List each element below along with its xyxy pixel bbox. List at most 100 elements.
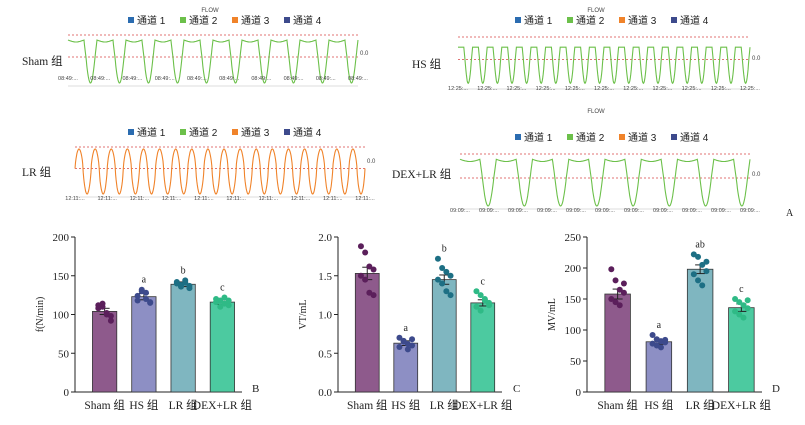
data-point	[443, 288, 450, 295]
data-point	[732, 308, 739, 315]
bar	[645, 341, 673, 393]
x-tick-label: 12:11:...	[291, 196, 311, 202]
data-point	[608, 266, 615, 273]
legend-swatch	[232, 17, 238, 23]
legend-swatch	[671, 134, 677, 140]
data-point	[736, 299, 743, 306]
y-tick-label: 200	[53, 232, 70, 244]
flow-value-label: 0.0	[752, 172, 761, 178]
data-point	[138, 286, 145, 293]
x-tick-label: Sham 组	[84, 398, 125, 412]
bar	[604, 293, 631, 393]
data-point	[620, 280, 627, 287]
data-point	[107, 317, 114, 324]
data-point	[134, 292, 141, 299]
bar	[686, 268, 714, 393]
x-tick-label: 09:09:...	[508, 208, 528, 214]
x-tick-label: 08:49:...	[122, 76, 142, 82]
x-tick-label: 08:49:...	[348, 76, 368, 82]
y-axis-label: VT/mL	[298, 300, 309, 330]
data-point	[99, 300, 106, 307]
data-point	[616, 302, 623, 309]
data-point	[142, 296, 149, 302]
flow-title: FLOW	[587, 8, 605, 14]
data-point	[396, 344, 403, 351]
data-point	[732, 296, 739, 302]
flow-panel: LR 组 通道 1 通道 2 通道 3 通道 4 0.0 12:11:... 12:11:..…	[22, 126, 376, 202]
legend-label: 通道 2	[576, 131, 605, 144]
significance-label: a	[657, 320, 662, 331]
x-tick-label: 09:09:...	[595, 208, 615, 214]
legend-swatch	[284, 129, 290, 135]
flow-group-label: DEX+LR 组	[392, 167, 452, 181]
x-tick-label: 12:11:...	[323, 196, 343, 202]
legend-label: 通道 4	[293, 14, 322, 27]
y-axis-label: MV/mL	[547, 298, 558, 331]
data-point	[744, 297, 751, 304]
x-tick-label: 08:49:...	[251, 76, 271, 82]
legend-swatch	[284, 17, 290, 23]
data-point	[213, 299, 220, 306]
data-point	[447, 292, 454, 299]
data-point	[695, 277, 702, 284]
x-tick-label: HS 组	[644, 398, 674, 412]
x-tick-label: 08:49:...	[187, 76, 207, 82]
flow-value-label: 0.0	[360, 51, 369, 57]
bar	[92, 310, 118, 393]
data-point	[477, 307, 484, 314]
legend-label: 通道 4	[680, 14, 709, 27]
x-tick-label: 12:11:...	[65, 196, 85, 202]
data-point	[362, 276, 369, 283]
significance-label: c	[481, 276, 486, 287]
x-tick-label: 09:09:...	[479, 208, 499, 214]
data-point	[107, 313, 114, 320]
y-tick-label: 100	[53, 310, 70, 322]
x-tick-label: 08:49:...	[155, 76, 175, 82]
legend-swatch	[515, 134, 521, 140]
x-tick-label: LR 组	[430, 398, 460, 412]
data-point	[740, 302, 747, 309]
x-tick-label: LR 组	[686, 398, 716, 412]
legend-swatch	[671, 17, 677, 23]
y-tick-label: 200	[565, 263, 582, 275]
legend-swatch	[619, 17, 625, 23]
x-tick-label: 12:25:...	[506, 86, 526, 92]
data-point	[221, 294, 228, 301]
flow-title: FLOW	[587, 109, 605, 115]
y-tick-label: 0.5	[318, 348, 332, 360]
x-tick-label: 09:09:...	[740, 208, 760, 214]
flow-title: FLOW	[201, 8, 219, 14]
legend-label: 通道 2	[189, 126, 218, 139]
x-tick-label: 12:25:...	[682, 86, 702, 92]
y-tick-label: 0	[576, 387, 582, 399]
x-tick-label: DEX+LR 组	[193, 398, 253, 412]
legend-label: 通道 1	[137, 14, 166, 27]
y-tick-label: 1.5	[318, 271, 332, 283]
x-tick-label: HS 组	[129, 398, 159, 412]
data-point	[173, 280, 180, 287]
y-tick-label: 50	[570, 356, 582, 368]
significance-label: a	[404, 323, 409, 334]
data-point	[616, 286, 623, 293]
data-point	[443, 268, 450, 275]
data-point	[142, 289, 149, 296]
x-tick-label: 12:25:...	[711, 86, 731, 92]
data-point	[103, 309, 110, 316]
data-point	[400, 337, 407, 344]
data-point	[217, 303, 224, 310]
legend-swatch	[567, 17, 573, 23]
flow-wave	[459, 158, 751, 207]
legend-label: 通道 1	[137, 126, 166, 139]
data-point	[366, 263, 373, 270]
x-tick-label: 12:25:...	[536, 86, 556, 92]
x-tick-label: 12:25:...	[652, 86, 672, 92]
data-point	[186, 282, 193, 289]
x-tick-label: 12:25:...	[565, 86, 585, 92]
data-point	[434, 276, 441, 283]
data-point	[134, 297, 141, 304]
y-tick-label: 1.0	[318, 310, 332, 322]
x-tick-label: 08:49:...	[284, 76, 304, 82]
flow-group-label: Sham 组	[22, 54, 63, 68]
x-tick-label: 12:11:...	[194, 196, 214, 202]
